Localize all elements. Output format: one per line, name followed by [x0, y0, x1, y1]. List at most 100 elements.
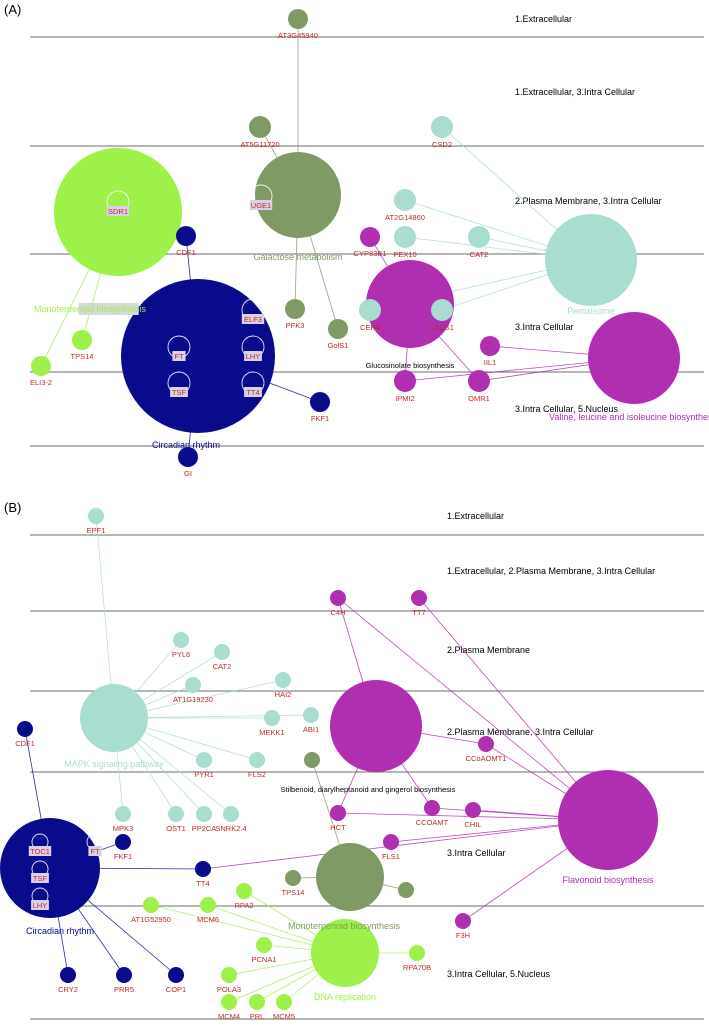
gene-node-at1g52950: [143, 897, 159, 913]
gene-node-mcm4: [221, 994, 237, 1010]
gene-label-chil: CHIL: [464, 820, 481, 829]
pathway-nodes: [0, 680, 658, 987]
pathway-label-mapk: MAPK signaling pathway: [64, 759, 164, 769]
gene-node-hct: [330, 805, 346, 821]
gene-node-prr5: [116, 967, 132, 983]
gene-label-lhy: LHY: [246, 352, 261, 361]
gene-node-cat2: [214, 644, 230, 660]
gene-label-tps14: TPS14: [282, 888, 305, 897]
gene-node-tt4: [195, 861, 211, 877]
gene-label-at2g14860: AT2G14860: [385, 213, 425, 222]
gene-label-fls1: FLS1: [382, 852, 400, 861]
gene-label-epf1: EPF1: [87, 526, 106, 535]
compartment-label: 2.Plasma Membrane, 3.Intra Cellular: [515, 196, 662, 206]
gene-node-eli3-2: [31, 356, 51, 376]
gene-label-at1g52950: AT1G52950: [131, 915, 171, 924]
gene-node-pp2ca: [196, 806, 212, 822]
gene-label-ccoaomt1: CCoAOMT1: [466, 754, 507, 763]
compartment-label: 1.Extracellular, 3.Intra Cellular: [515, 87, 635, 97]
pathway-label-dna: DNA replication: [314, 992, 376, 1002]
gene-label-tt4: TT4: [196, 879, 209, 888]
pathway-node-dna: [311, 919, 379, 987]
gene-label-csd2: CSD2: [432, 140, 452, 149]
gene-label-bg: [31, 873, 49, 883]
panel-label: (B): [4, 500, 21, 515]
gene-node-ccoamt: [424, 800, 440, 816]
gene-label-at5g11720: AT5G11720: [240, 140, 279, 149]
gene-label-toc1: TOC1: [30, 847, 50, 856]
gene-label-bg: [170, 387, 188, 397]
pathway-node-mono: [316, 843, 384, 911]
gene-node-pex10: [394, 226, 416, 248]
compartment-label: 1.Extracellular: [447, 511, 504, 521]
gene-node-pyl6: [173, 632, 189, 648]
pathway-label-flav: Flavonoid biosynthesis: [562, 875, 654, 885]
gene-node-mcm6: [200, 897, 216, 913]
gene-label-tsf: TSF: [172, 388, 187, 397]
panel-b: (B) 1.Extracellular 1.Extracellular, 2.Pla…: [0, 500, 704, 1021]
gene-label-gols1: GolS1: [328, 341, 349, 350]
gene-node-gols1: [328, 319, 348, 339]
compartment-label: 3.Intra Cellular, 5.Nucleus: [515, 404, 619, 414]
gene-labels: AT3G45940 AT5G11720 CSD2 AT2G14860 UGE1 SDR1 C…: [30, 31, 496, 478]
gene-label-prl: PRL: [250, 1012, 265, 1021]
gene-node-snrk2-4: [223, 806, 239, 822]
gene-label-at3g45940: AT3G45940: [278, 31, 318, 40]
gene-labels: EPF1 C4H TT7 PYL6 CAT2 AT1G19230 HAI2 MEKK1 ABI1…: [15, 526, 506, 1021]
gene-node-pcna1: [256, 937, 272, 953]
gene-node-at1g19230: [185, 677, 201, 693]
gene-label-pyl6: PYL6: [172, 650, 190, 659]
gene-label-bg: [28, 846, 52, 856]
pathway-label-stil: Stilbenoid, diarylheptanoid and gingerol…: [281, 785, 456, 794]
gene-label-cer4: CER4: [360, 323, 380, 332]
gene-label-tsf: TSF: [33, 874, 48, 883]
gene-label-cdf1: CDF1: [176, 248, 196, 257]
gene-label-mekk1: MEKK1: [259, 728, 284, 737]
pathway-label-mono: Monoterpenoid biosynthesis: [34, 304, 147, 314]
pathway-node-flav: [558, 770, 658, 870]
gene-label-at1g19230: AT1G19230: [173, 695, 213, 704]
compartment-label: 2.Plasma Membrane, 3.Intra Cellular: [447, 727, 594, 737]
gene-node-ost1: [168, 806, 184, 822]
gene-label-mcm6: MCM6: [197, 915, 219, 924]
gene-node-rpa2: [236, 883, 252, 899]
pathway-node-perox: [545, 214, 637, 306]
gene-label-cdf1: CDF1: [15, 739, 35, 748]
pathway-nodes: [54, 148, 680, 433]
gene-label-pex10: PEX10: [393, 250, 416, 259]
gene-label-f3h: F3H: [456, 931, 470, 940]
gene-label-tt7: TT7: [412, 608, 425, 617]
gene-node-mcm5: [276, 994, 292, 1010]
gene-node-rpa70b: [409, 945, 425, 961]
gene-label-ft: FT: [90, 847, 100, 856]
gene-node-hai2: [275, 672, 291, 688]
pathway-label-val: Valine, leucine and isoleucine biosynthe…: [549, 412, 709, 422]
pathway-label-perox: Peroxisome: [567, 306, 615, 316]
pathway-label-gluc: Glucosinolate biosynthesis: [366, 361, 455, 370]
compartment-label: 2.Plasma Membrane: [447, 645, 530, 655]
gene-node-fls2: [249, 752, 265, 768]
gene-node-iil1: [480, 336, 500, 356]
gene-node-cer4: [359, 299, 381, 321]
gene-label-ipmi2: IPMI2: [395, 394, 415, 403]
gene-label-bg: [31, 900, 49, 910]
edge-tt4-flav: [202, 819, 609, 870]
gene-node-epf1: [88, 508, 104, 524]
gene-nodes: [17, 508, 494, 1010]
gene-label-bg: [241, 314, 265, 324]
gene-label-iil1: IIL1: [484, 358, 497, 367]
gene-label-eli3-2: ELI3-2: [30, 378, 52, 387]
pathway-label-gal: Galactose metabolism: [253, 252, 342, 262]
gene-node-gi: [178, 447, 198, 467]
gene-node-fkf1: [115, 834, 131, 850]
gene-node-pyr1: [196, 752, 212, 768]
gene-label-bg: [244, 351, 262, 361]
gene-label-hct: HCT: [330, 823, 346, 832]
gene-label-bg: [172, 351, 186, 361]
gene-node-pfk3: [285, 299, 305, 319]
gene-node-tps14: [285, 870, 301, 886]
gene-label-fkf1: FKF1: [311, 414, 329, 423]
gene-node-stil-olive: [304, 752, 320, 768]
gene-node-mpk3: [115, 806, 131, 822]
